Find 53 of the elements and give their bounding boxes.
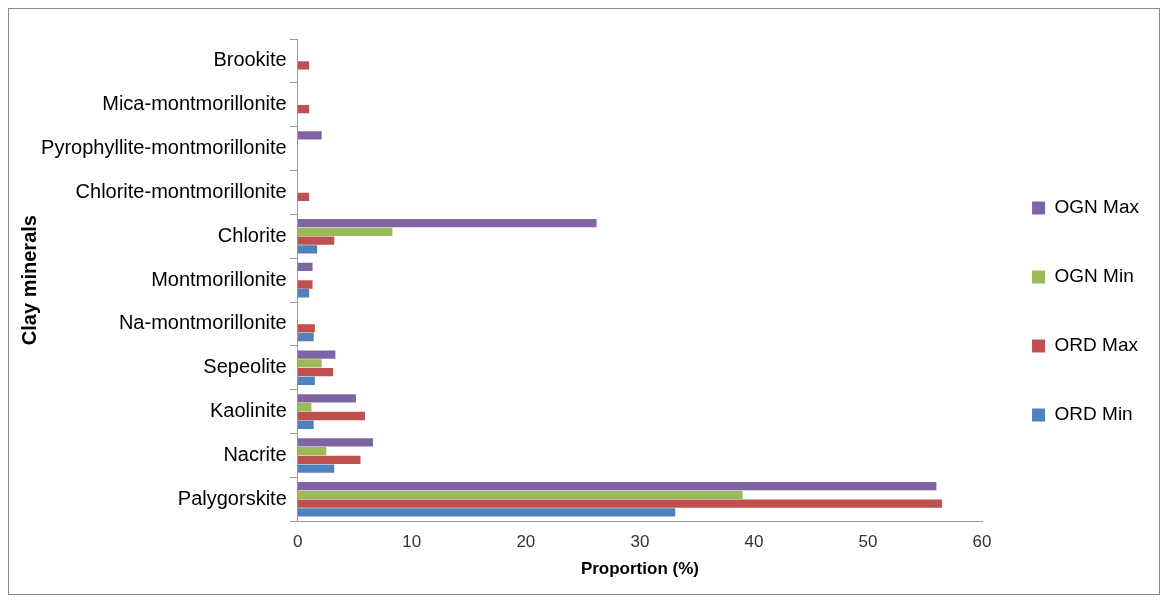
bar <box>297 359 322 368</box>
x-tick-label: 20 <box>516 532 536 552</box>
bar <box>297 376 315 386</box>
y-tick-label: Chlorite <box>217 223 287 246</box>
y-tick-label: Pyrophyllite-montmorillonite <box>41 136 287 159</box>
bar <box>297 367 334 377</box>
bar <box>297 332 314 342</box>
bar <box>297 245 318 254</box>
bar <box>297 411 366 421</box>
legend-label: OGN Min <box>1054 265 1134 287</box>
y-tick-label: Nacrite <box>223 442 287 465</box>
bar <box>297 350 336 359</box>
x-axis-title: Proportion (%) <box>580 559 699 579</box>
bar <box>297 438 374 447</box>
bar <box>297 131 322 140</box>
y-tick-label: Na-montmorillonite <box>118 311 287 334</box>
y-tick-label: Chlorite-montmorillonite <box>75 179 287 202</box>
bar <box>297 403 312 412</box>
y-tick-label: Mica-montmorillonite <box>102 92 287 115</box>
x-tick-label: 60 <box>972 532 992 552</box>
y-tick-label: Montmorillonite <box>151 267 287 290</box>
bar <box>297 455 361 464</box>
bar <box>297 289 310 298</box>
bar <box>297 446 327 456</box>
bar <box>297 262 313 272</box>
y-axis-title: Clay minerals <box>17 215 40 346</box>
x-tick-label: 30 <box>630 532 650 552</box>
x-tick-label: 0 <box>293 532 303 552</box>
bar <box>297 420 314 429</box>
legend-label: ORD Min <box>1054 403 1133 425</box>
x-tick-label: 10 <box>402 532 422 552</box>
bar <box>297 324 315 333</box>
bar <box>297 490 743 500</box>
bar <box>297 192 310 201</box>
y-tick-label: Brookite <box>213 48 287 71</box>
bar <box>297 104 310 114</box>
legend-label: OGN Max <box>1054 196 1140 218</box>
y-tick-label: Sepeolite <box>203 355 287 378</box>
bar <box>297 464 335 473</box>
bar <box>297 61 310 70</box>
bar <box>297 508 676 517</box>
x-tick-label: 50 <box>858 532 878 552</box>
bar <box>297 227 393 237</box>
bar <box>297 394 356 403</box>
x-tick-label: 40 <box>744 532 764 552</box>
legend-label: ORD Max <box>1054 334 1139 356</box>
bar <box>297 481 937 491</box>
y-tick-label: Kaolinite <box>210 399 287 422</box>
bar <box>297 280 313 289</box>
bar <box>297 218 597 228</box>
bar <box>297 236 335 245</box>
y-tick-label: Palygorskite <box>177 486 287 509</box>
bar <box>297 499 943 508</box>
